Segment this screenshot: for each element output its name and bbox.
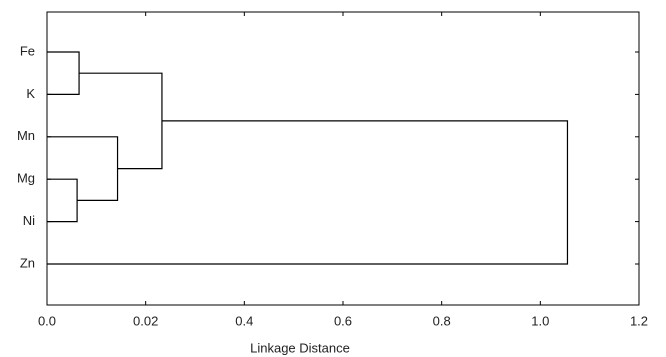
merge-link	[47, 51, 80, 95]
x-tick-label: 0.02	[133, 313, 158, 328]
x-axis-label: Linkage Distance	[250, 340, 350, 355]
merge-link	[79, 72, 163, 170]
leaf-label: Mg	[17, 171, 35, 186]
x-tick-label: 0.6	[334, 313, 352, 328]
leaf-label: Zn	[20, 255, 35, 270]
x-tick-label: 0.0	[38, 313, 56, 328]
merge-link	[47, 120, 569, 265]
x-tick-label: 1.0	[531, 313, 549, 328]
merge-link	[47, 178, 78, 223]
x-tick-label: 1.2	[630, 313, 648, 328]
leaf-label: Ni	[23, 213, 35, 228]
plot-frame	[46, 11, 640, 306]
merge-link	[47, 136, 119, 201]
x-tick-label: 0.8	[433, 313, 451, 328]
leaf-label: Fe	[20, 43, 35, 58]
leaf-label: Mn	[17, 128, 35, 143]
leaf-label: K	[26, 86, 35, 101]
x-tick-label: 0.4	[235, 313, 253, 328]
